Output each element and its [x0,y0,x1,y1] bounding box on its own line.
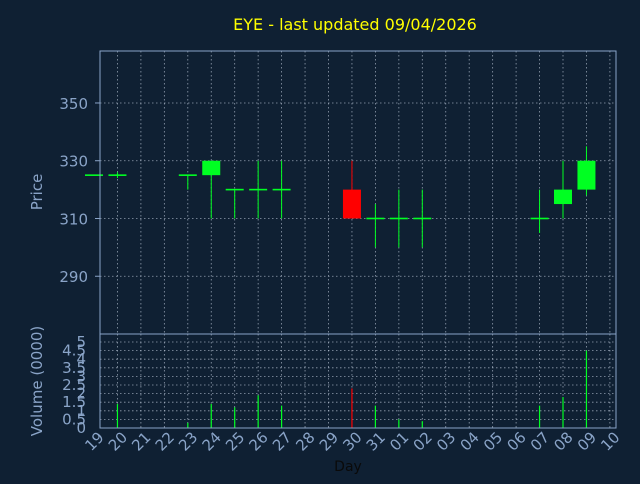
x-tick-label-25: 25 [222,428,248,454]
candle-body-26 [249,188,268,191]
x-tick-label-29: 29 [316,428,342,454]
candle-body-02 [413,217,432,220]
x-tick-label-08: 08 [550,428,576,454]
price-tick-labels: 290 310 330 350 [59,95,100,286]
x-tick-label-06: 06 [503,428,529,454]
x-tick-label-05: 05 [480,428,506,454]
x-tick-label-10: 10 [597,428,623,454]
candle-body-31 [366,217,385,220]
candle-body-20 [108,174,127,176]
x-tick-label-23: 23 [175,428,201,454]
x-tick-label-24: 24 [199,428,225,454]
candle-body-19 [85,174,103,176]
candle-body-23 [178,174,197,176]
candle-body-01 [389,217,408,220]
volume-panel-frame [99,333,617,429]
volume-tick-label-8: 4 [76,350,86,368]
candle-body-09 [577,160,596,190]
x-tick-label-27: 27 [269,428,295,454]
volume-tick-label-9: 4.5 [62,342,86,360]
x-tick-label-04: 04 [457,428,483,454]
x-tick-label-31: 31 [363,428,389,454]
x-tick-label-26: 26 [245,428,271,454]
x-tick-label-20: 20 [105,428,131,454]
price-tick-label-310: 310 [59,210,88,228]
volume-tick-label-1: 0.5 [62,410,86,428]
volume-axis-label: Volume (0000) [28,326,46,436]
volume-tick-label-0: 0 [76,419,86,437]
x-tick-label-07: 07 [527,428,553,454]
candle-body-27 [272,188,291,191]
x-tick-label-01: 01 [386,428,412,454]
x-tick-label-03: 03 [433,428,459,454]
volume-tick-label-7: 3.5 [62,359,86,377]
price-tick-label-330: 330 [59,153,88,171]
chart-title: EYE - last updated 09/04/2026 [233,15,477,34]
volume-tick-label-4: 2 [76,385,86,403]
candle-body-25 [225,188,244,191]
volume-tick-label-2: 1 [76,402,86,420]
volume-grid [100,334,616,429]
volume-bars [116,350,588,428]
chart-frames [99,50,617,429]
price-tick-label-290: 290 [59,268,88,286]
volume-tick-label-3: 1.5 [62,393,86,411]
x-tick-label-30: 30 [339,428,365,454]
volume-tick-label-10: 5 [76,333,86,351]
volume-tick-label-6: 3 [76,367,86,385]
volume-tick-labels: 00.511.522.533.544.55 [62,333,86,437]
price-candles [85,146,596,248]
candle-body-30 [342,189,361,219]
x-tick-label-09: 09 [574,428,600,454]
x-tick-label-28: 28 [292,428,318,454]
volume-tick-label-5: 2.5 [62,376,86,394]
x-tick-labels: 1920212223242526272829303101020304050607… [81,428,623,454]
candle-body-24 [202,160,221,176]
candle-body-08 [554,189,572,205]
x-axis-label: Day [334,459,362,475]
x-tick-label-21: 21 [128,428,154,454]
x-tick-label-02: 02 [410,428,436,454]
x-tick-label-22: 22 [152,428,178,454]
price-axis-label: Price [28,174,46,211]
candle-body-07 [530,217,549,220]
price-tick-label-350: 350 [59,95,88,113]
